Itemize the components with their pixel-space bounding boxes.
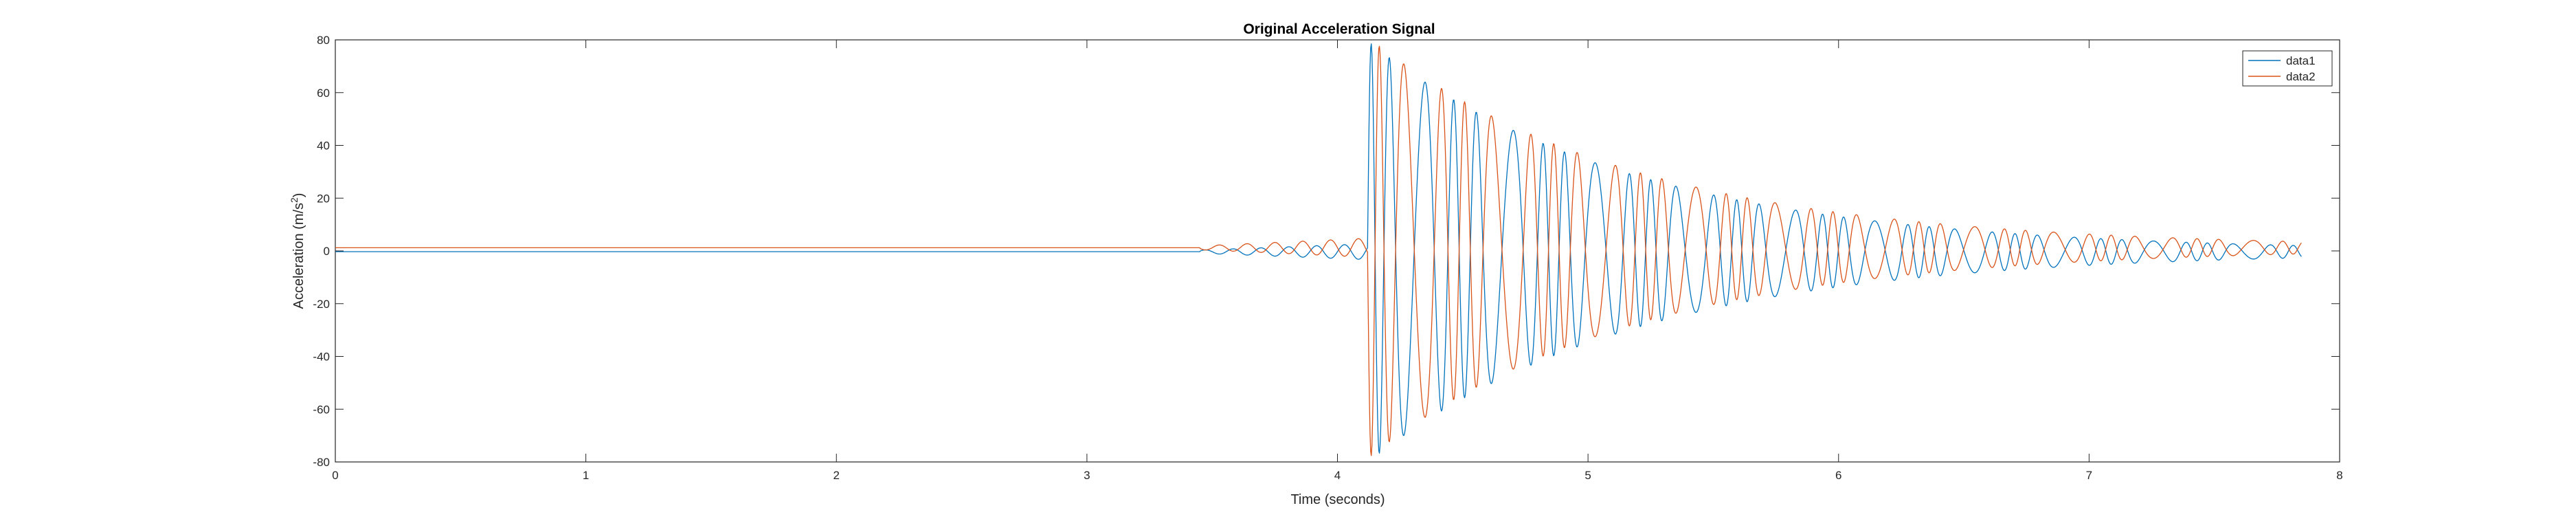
y-tick-label: 0 bbox=[324, 245, 330, 258]
x-tick-label: 7 bbox=[2086, 469, 2092, 482]
plot-area: 0 1 2 3 4 5 6 7 8 -80 -60 -40 -20 0 20 40 60 80 bbox=[313, 34, 2342, 482]
chart-title: Original Acceleration Signal bbox=[1243, 21, 1435, 37]
x-tick-label: 4 bbox=[1334, 469, 1341, 482]
x-tick-label: 8 bbox=[2336, 469, 2342, 482]
series-line-data2 bbox=[335, 45, 2302, 456]
ticks-group: 0 1 2 3 4 5 6 7 8 -80 -60 -40 -20 0 20 40 60 80 bbox=[313, 34, 2342, 482]
y-tick-label: -80 bbox=[313, 456, 330, 469]
y-tick-label: 20 bbox=[317, 192, 330, 205]
legend: data1 data2 bbox=[2242, 50, 2333, 87]
y-tick-label: 40 bbox=[317, 140, 330, 153]
y-tick-label: -60 bbox=[313, 403, 330, 416]
series-line-data1 bbox=[335, 43, 2302, 454]
y-axis-label-close: ) bbox=[291, 193, 306, 198]
x-tick-label: 6 bbox=[1835, 469, 1841, 482]
y-axis-label-superscript: 2 bbox=[289, 197, 300, 203]
y-axis-label: Acceleration (m/s2) bbox=[289, 193, 306, 309]
x-tick-label: 2 bbox=[833, 469, 840, 482]
y-tick-label: -40 bbox=[313, 351, 330, 364]
x-tick-label: 5 bbox=[1584, 469, 1591, 482]
legend-label-data2: data2 bbox=[2286, 70, 2316, 83]
x-tick-label: 1 bbox=[583, 469, 589, 482]
y-axis-label-text: Acceleration (m/s bbox=[291, 203, 306, 309]
x-tick-label: 3 bbox=[1084, 469, 1090, 482]
legend-box bbox=[2242, 50, 2333, 87]
series-group bbox=[335, 43, 2302, 456]
x-axis-label: Time (seconds) bbox=[1290, 492, 1385, 507]
y-tick-label: 80 bbox=[317, 34, 330, 47]
x-tick-label: 0 bbox=[332, 469, 338, 482]
y-tick-label: -20 bbox=[313, 298, 330, 311]
y-tick-label: 60 bbox=[317, 87, 330, 100]
legend-label-data1: data1 bbox=[2286, 54, 2316, 67]
